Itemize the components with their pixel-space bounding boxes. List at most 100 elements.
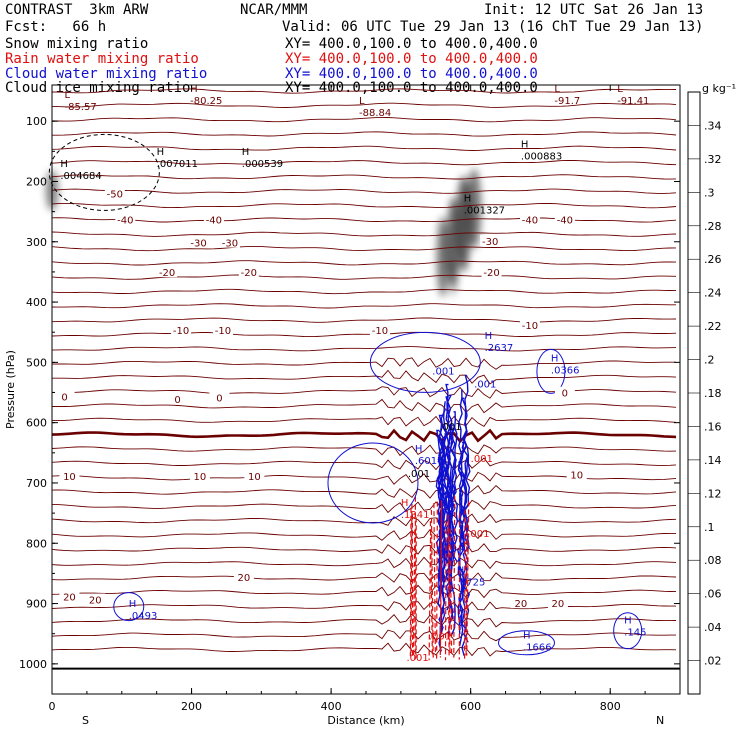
temperature-contour-8 <box>51 202 677 209</box>
temp-label-21: 10 <box>248 472 261 483</box>
temperature-contour-7 <box>51 188 677 194</box>
temperature-contour-26 <box>51 457 677 471</box>
cloudwater-contour-25 <box>449 411 458 637</box>
rain-contour-15 <box>412 529 416 658</box>
rain-contour-7 <box>466 501 470 656</box>
colorbar-label-6: .14 <box>704 454 722 467</box>
contour-value-label-5: .001 <box>467 529 489 540</box>
temp-label-bg-12 <box>212 324 233 336</box>
extremum-value-10: .2637 <box>485 343 514 354</box>
extremum-value-0: -85.57 <box>65 102 97 113</box>
temperature-contour-13 <box>51 274 677 280</box>
temp-label-16: 0 <box>174 395 180 406</box>
extremum-value-15: .0493 <box>129 611 158 622</box>
temp-label-bg-9 <box>238 266 259 278</box>
extremum-value-4: -91.41 <box>617 96 649 107</box>
temperature-contours <box>51 88 680 670</box>
cloud-outline-4 <box>613 612 643 650</box>
colorbar-label-12: .26 <box>704 253 722 266</box>
colorbar-label-4: .1 <box>704 521 715 534</box>
temp-label-bg-23 <box>59 590 80 602</box>
temp-label-bg-26 <box>510 597 531 609</box>
colorbar-label-9: .2 <box>704 354 715 367</box>
snow-shade-3 <box>467 168 482 249</box>
extremum-mark-12: H <box>415 444 423 455</box>
temp-label-bg-17 <box>209 391 230 403</box>
temperature-contour-36 <box>51 600 676 612</box>
extremum-value-17: .145 <box>624 628 646 639</box>
rain-contour-17 <box>428 530 432 661</box>
cloudwater-contour-6 <box>441 401 449 554</box>
temp-label-27: 20 <box>552 599 565 610</box>
temp-label-8: -20 <box>159 268 175 279</box>
temperature-contour-17 <box>51 331 677 338</box>
temp-label-7: -30 <box>482 237 498 248</box>
extremum-mark-7: H <box>242 147 250 158</box>
y-tick-label-2: 300 <box>26 236 47 249</box>
y-tick-label-8: 900 <box>26 598 47 611</box>
rain-contour-6 <box>449 528 453 656</box>
temperature-contour-30 <box>51 513 677 527</box>
temp-label-bg-19 <box>59 469 80 481</box>
field-rain-name: Rain water mixing ratio <box>5 51 199 67</box>
x-axis-label: Distance (km) <box>327 714 404 727</box>
snow-shade-0 <box>436 216 449 297</box>
temp-label-bg-15 <box>54 390 75 402</box>
cloud-outline-3 <box>497 630 555 656</box>
field-cloudwater-name: Cloud water mixing ratio <box>5 66 208 82</box>
temperature-contour-24 <box>51 428 677 444</box>
extremum-mark-14: H <box>457 566 465 577</box>
snow-shade-1 <box>447 196 460 287</box>
temperature-contour-5 <box>51 159 677 166</box>
temperature-contour-16 <box>51 317 677 323</box>
extremum-value-1: -80.25 <box>190 96 222 107</box>
cloudwater-contour-14 <box>437 430 445 592</box>
contour-value-label-0: .001 <box>432 366 454 377</box>
cloud-outline-5 <box>113 592 145 622</box>
extremum-mark-16: H <box>523 631 531 642</box>
temperature-contour-12 <box>51 260 677 266</box>
temp-label-20: 10 <box>194 472 207 483</box>
extremum-mark-8: H <box>521 139 529 150</box>
temp-label-bg-22 <box>566 468 587 480</box>
rain-contour-16 <box>429 521 433 657</box>
temperature-contour-34 <box>51 571 677 583</box>
cloud-outline-0 <box>327 442 419 524</box>
temperature-contour-10 <box>51 231 677 237</box>
model-title: CONTRAST 3km ARW <box>5 2 149 18</box>
temp-label-bg-16 <box>167 392 188 404</box>
temp-label-bg-20 <box>189 469 210 481</box>
temperature-contour-22 <box>52 398 677 414</box>
temperature-contour-20 <box>52 369 677 385</box>
temperature-contour-28 <box>51 484 677 499</box>
temperature-contour-31 <box>51 527 676 541</box>
valid-time: Valid: 06 UTC Tue 29 Jan 13 (16 ChT Tue … <box>282 19 704 35</box>
field-snow-name: Snow mixing ratio <box>5 36 149 52</box>
y-tick-label-4: 500 <box>26 356 47 369</box>
temperature-contour-11 <box>51 245 677 252</box>
x-tick-label-2: 400 <box>321 700 342 713</box>
temp-label-11: -10 <box>173 326 189 337</box>
org-label: NCAR/MMM <box>240 2 308 18</box>
extremum-mark-13: H <box>401 498 409 509</box>
colorbar-label-1: .04 <box>704 621 722 634</box>
temp-label-23: 20 <box>63 593 76 604</box>
rain-contour-9 <box>465 522 468 656</box>
temperature-contour-0 <box>51 88 677 94</box>
temp-label-bg-21 <box>244 469 265 481</box>
extremum-mark-6: H <box>157 147 165 158</box>
temp-label-25: 20 <box>238 573 251 584</box>
y-tick-label-3: 400 <box>26 296 47 309</box>
colorbar-label-3: .08 <box>704 554 722 567</box>
extremum-mark-2: L <box>359 96 365 107</box>
init-time: Init: 12 UTC Sat 26 Jan 13 <box>484 2 704 18</box>
rain-contour-8 <box>453 495 456 658</box>
temp-label-bg-18 <box>554 386 575 398</box>
temp-label-bg-0 <box>104 187 125 199</box>
extremum-mark-17: H <box>624 616 632 627</box>
temp-label-bg-24 <box>85 593 106 605</box>
colorbar-label-2: .06 <box>704 588 722 601</box>
colorbar-label-14: .3 <box>704 186 715 199</box>
temp-label-bg-7 <box>480 234 501 246</box>
